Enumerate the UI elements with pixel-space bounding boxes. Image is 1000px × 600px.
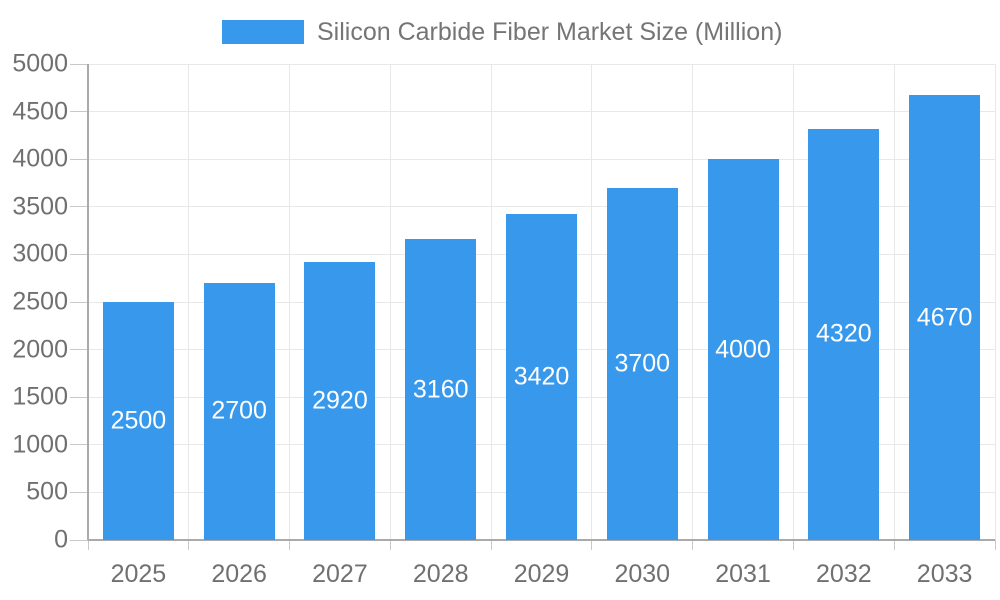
- bar[interactable]: 2700: [203, 282, 275, 540]
- x-grid-line: [389, 64, 391, 540]
- y-axis-label: 0: [54, 525, 68, 554]
- y-tick: [70, 444, 88, 446]
- x-grid-line: [289, 64, 291, 540]
- y-axis-label: 1500: [12, 382, 68, 411]
- y-axis-label: 2500: [12, 287, 68, 316]
- x-axis-label: 2025: [110, 560, 167, 588]
- x-tick: [893, 540, 895, 550]
- x-axis-label: 2032: [816, 560, 872, 588]
- bar-value-label: 4670: [916, 303, 973, 332]
- y-grid-line: [88, 111, 995, 113]
- x-tick: [87, 540, 89, 550]
- y-axis-label: 4500: [12, 97, 68, 126]
- x-grid-line: [994, 64, 996, 540]
- bar-value-label: 3420: [513, 362, 570, 391]
- x-axis-label: 2027: [312, 560, 368, 588]
- y-tick: [70, 396, 88, 398]
- y-axis-label: 3500: [12, 192, 68, 221]
- x-axis-label: 2031: [715, 560, 771, 588]
- x-tick: [389, 540, 391, 550]
- x-axis-label: 2030: [614, 560, 671, 588]
- x-grid-line: [591, 64, 593, 540]
- bar-value-label: 4000: [715, 335, 771, 364]
- bar-value-label: 2920: [312, 386, 368, 415]
- x-axis-label: 2028: [412, 560, 469, 588]
- x-axis-line: [88, 539, 995, 541]
- y-grid-line: [88, 63, 995, 65]
- legend-item[interactable]: Silicon Carbide Fiber Market Size (Milli…: [222, 18, 783, 46]
- x-tick: [591, 540, 593, 550]
- y-grid-line: [88, 206, 995, 208]
- y-tick: [70, 253, 88, 255]
- y-axis-label: 3000: [12, 239, 68, 268]
- bar[interactable]: 3420: [506, 214, 577, 540]
- x-grid-line: [188, 64, 190, 540]
- y-grid-line: [88, 158, 995, 160]
- x-tick: [994, 540, 996, 550]
- y-tick: [70, 158, 88, 160]
- x-grid-line: [490, 64, 492, 540]
- x-tick: [188, 540, 190, 550]
- bar[interactable]: 3700: [606, 187, 678, 540]
- bar[interactable]: 4670: [909, 95, 981, 540]
- y-tick: [70, 491, 88, 493]
- y-tick: [70, 63, 88, 65]
- y-axis-label: 4000: [12, 144, 68, 173]
- y-tick: [70, 206, 88, 208]
- bar-value-label: 4320: [816, 319, 872, 348]
- bar[interactable]: 2920: [304, 262, 376, 540]
- bar[interactable]: 4320: [808, 128, 880, 540]
- y-tick: [70, 111, 88, 113]
- y-tick: [70, 301, 88, 303]
- bar-value-label: 2700: [211, 396, 267, 425]
- legend-swatch-icon: [222, 20, 304, 44]
- bar[interactable]: 3160: [405, 239, 477, 540]
- x-axis-label: 2029: [513, 560, 570, 588]
- x-tick: [792, 540, 794, 550]
- legend-label: Silicon Carbide Fiber Market Size (Milli…: [317, 18, 783, 46]
- bar[interactable]: 2500: [102, 302, 174, 540]
- bar-value-label: 2500: [110, 406, 167, 435]
- y-axis-line: [87, 64, 89, 540]
- x-grid-line: [792, 64, 794, 540]
- y-axis-label: 500: [26, 477, 68, 506]
- y-axis-label: 5000: [12, 49, 68, 78]
- x-grid-line: [893, 64, 895, 540]
- y-tick: [70, 349, 88, 351]
- x-axis-label: 2026: [211, 560, 267, 588]
- y-axis-label: 1000: [12, 430, 68, 459]
- bar-value-label: 3700: [614, 349, 671, 378]
- bar-value-label: 3160: [412, 375, 469, 404]
- y-tick: [70, 539, 88, 541]
- x-axis-label: 2033: [916, 560, 973, 588]
- x-tick: [289, 540, 291, 550]
- x-grid-line: [692, 64, 694, 540]
- x-tick: [490, 540, 492, 550]
- bar[interactable]: 4000: [707, 159, 779, 540]
- y-axis-label: 2000: [12, 335, 68, 364]
- x-tick: [692, 540, 694, 550]
